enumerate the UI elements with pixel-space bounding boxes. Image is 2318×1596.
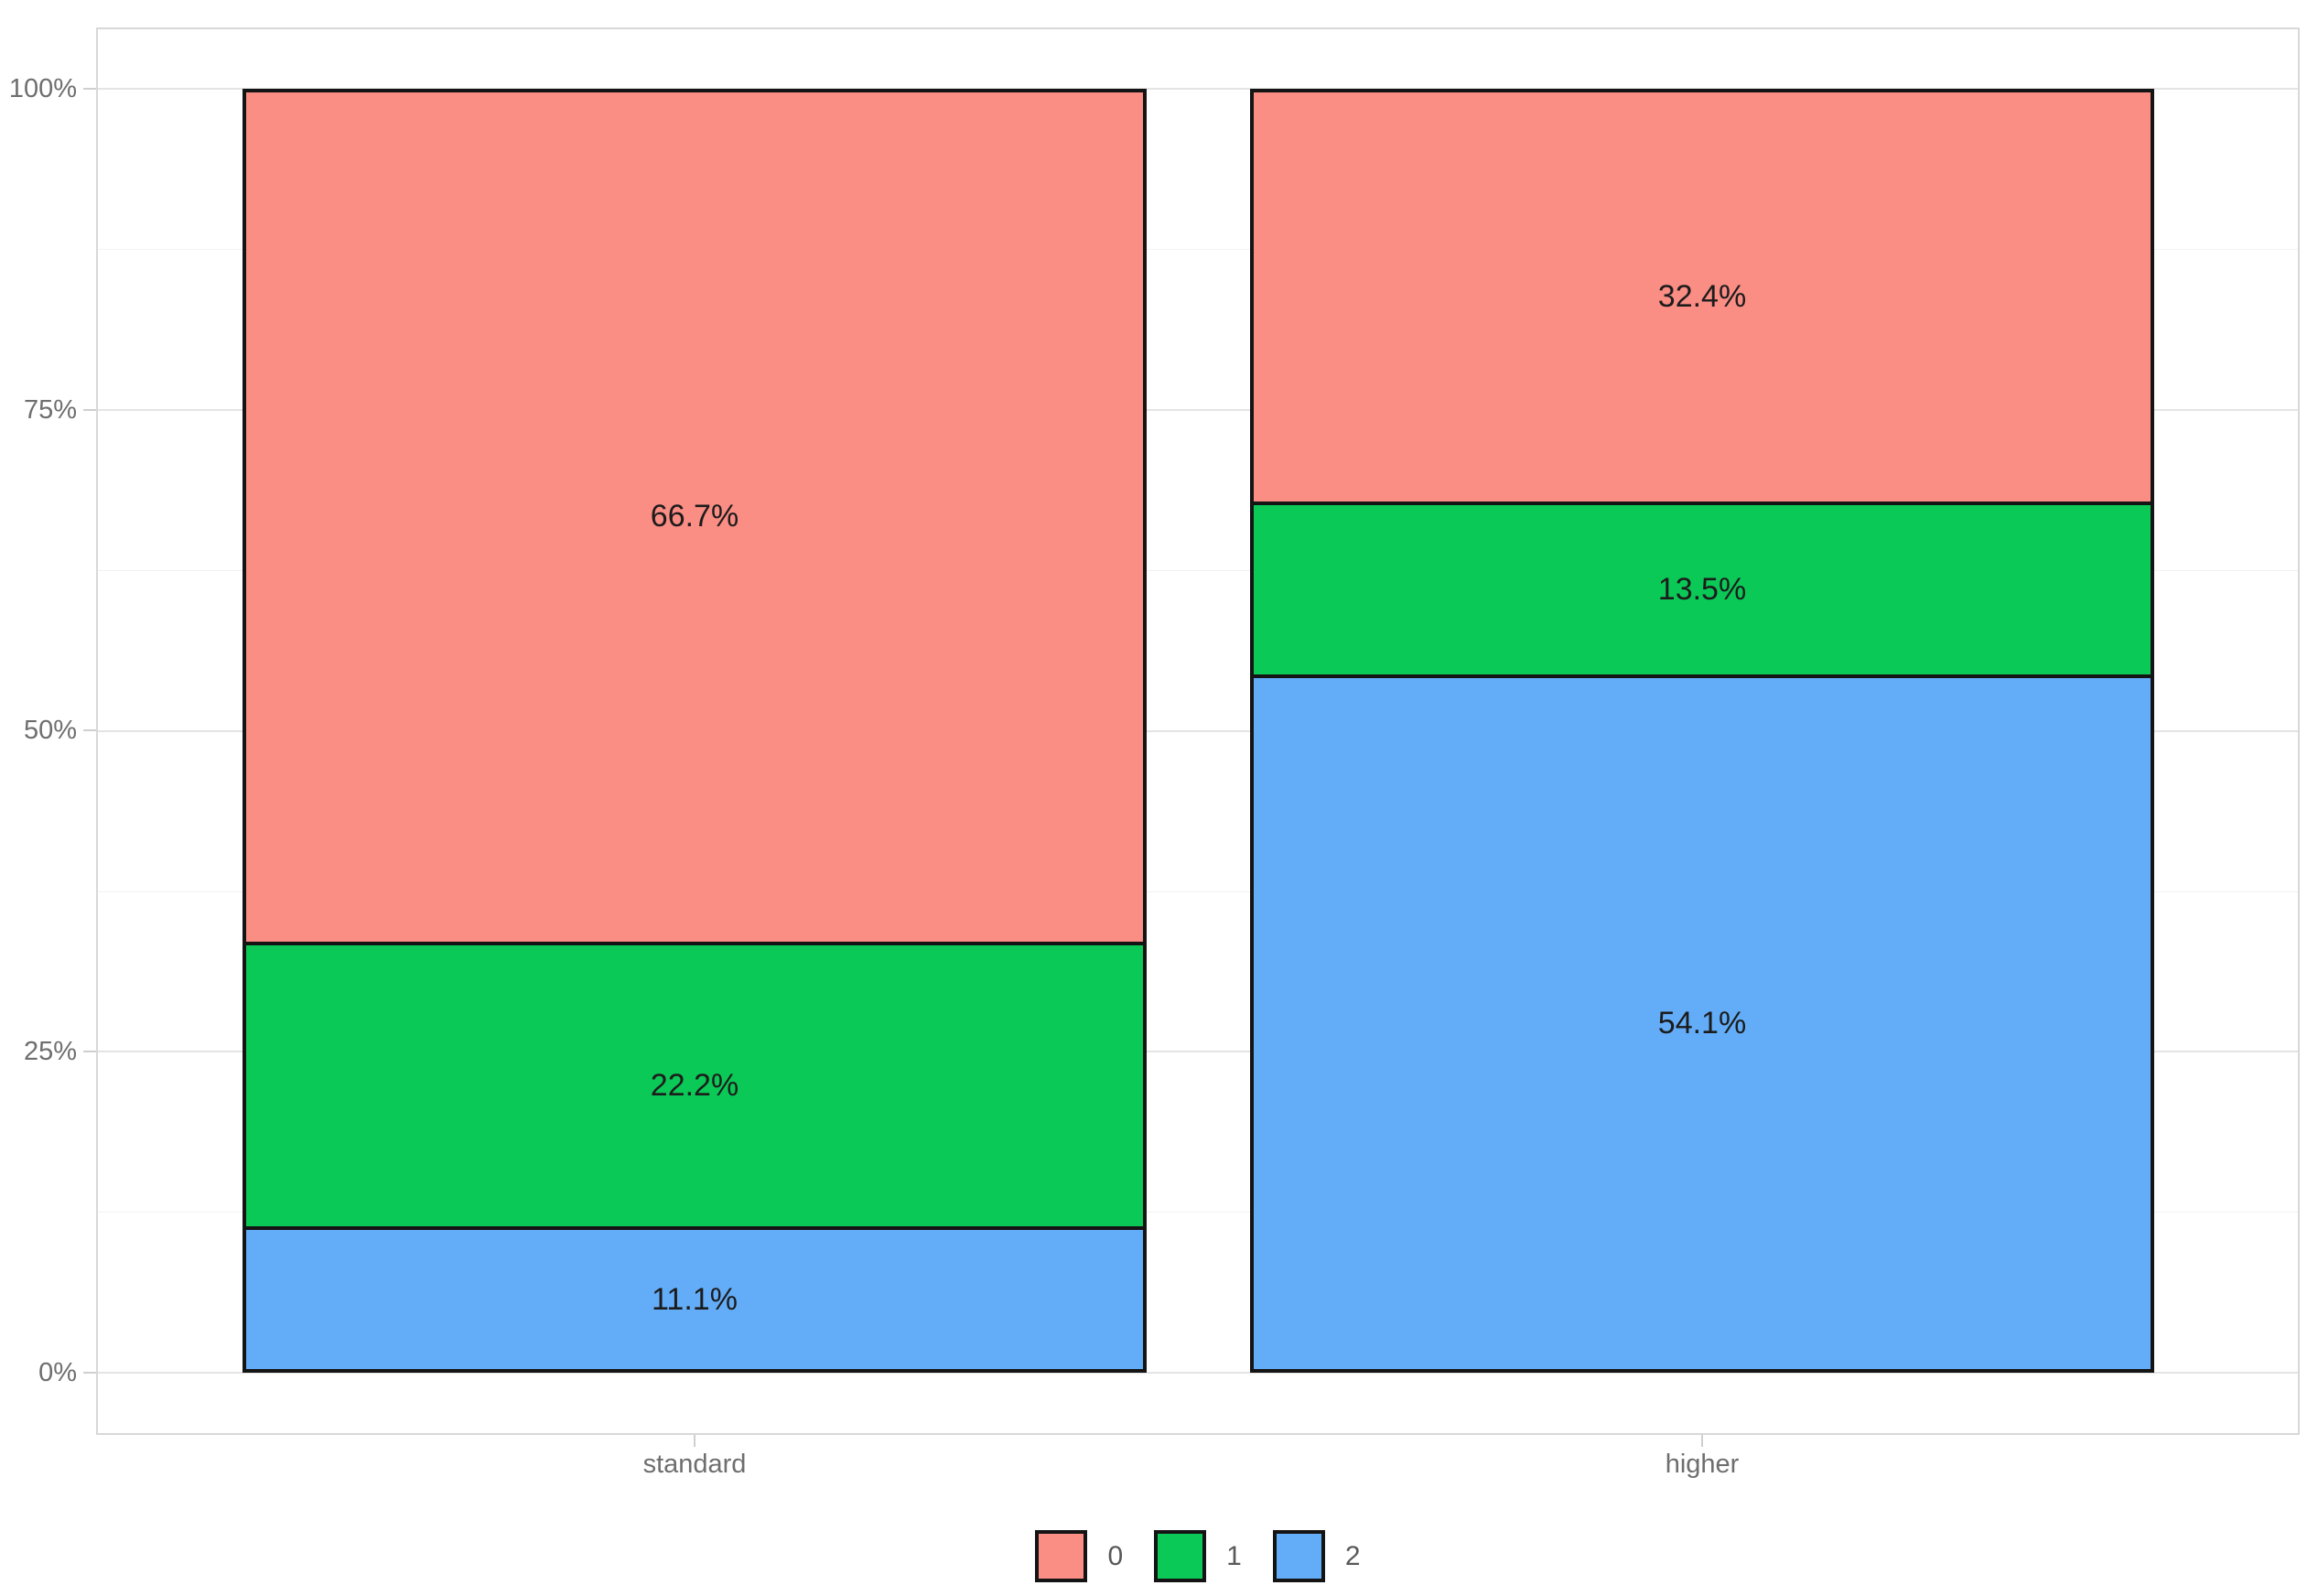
segment-value-label: 11.1% [652,1281,738,1317]
plot-panel: 66.7% 22.2% 11.1% 32.4% 13.5% 54.1% [96,27,2300,1435]
bar-higher-segment-0[interactable]: 32.4% [1250,89,2154,505]
y-axis-label-0: 0% [38,1358,77,1387]
y-tick-mark [83,1372,96,1374]
gridline-major-25 [98,1051,2298,1052]
x-axis-label-standard: standard [642,1450,747,1479]
y-tick-mark [83,88,96,90]
x-tick-mark [694,1435,695,1447]
x-axis-label-higher: higher [1665,1450,1740,1479]
legend-item-0[interactable]: 0 [1035,1530,1123,1582]
bar-higher-segment-1[interactable]: 13.5% [1250,501,2154,678]
legend-swatch-2 [1272,1530,1325,1582]
segment-value-label: 66.7% [650,499,739,534]
y-tick-mark [83,409,96,411]
legend-label-1: 1 [1226,1540,1242,1571]
bar-higher-segment-2[interactable]: 54.1% [1250,674,2154,1373]
legend-swatch-0 [1035,1530,1088,1582]
gridline-minor [98,249,2298,250]
gridline-major-100 [98,88,2298,90]
gridline-major-0 [98,1372,2298,1374]
segment-value-label: 54.1% [1657,1005,1747,1041]
legend-item-2[interactable]: 2 [1272,1530,1361,1582]
bar-standard-segment-1[interactable]: 22.2% [243,941,1147,1231]
legend: 0 1 2 [96,1530,2300,1582]
bar-standard[interactable]: 66.7% 22.2% 11.1% [243,89,1147,1373]
gridline-minor [98,570,2298,571]
segment-value-label: 13.5% [1657,571,1747,607]
gridline-minor [98,1212,2298,1213]
gridline-major-75 [98,409,2298,411]
segment-value-label: 22.2% [650,1068,739,1104]
gridline-minor [98,891,2298,892]
y-axis-label-25: 25% [23,1037,77,1066]
y-axis-label-100: 100% [8,74,77,103]
y-tick-mark [83,1051,96,1052]
y-axis-label-75: 75% [23,395,77,425]
legend-label-2: 2 [1344,1540,1361,1571]
legend-item-1[interactable]: 1 [1154,1530,1242,1582]
legend-label-0: 0 [1107,1540,1124,1571]
y-tick-mark [83,729,96,731]
x-tick-mark [1701,1435,1703,1447]
gridline-major-50 [98,730,2298,732]
bar-standard-segment-0[interactable]: 66.7% [243,89,1147,945]
y-axis-label-50: 50% [23,716,77,745]
bar-standard-segment-2[interactable]: 11.1% [243,1226,1147,1373]
bar-higher[interactable]: 32.4% 13.5% 54.1% [1250,89,2154,1373]
segment-value-label: 32.4% [1657,278,1747,314]
legend-swatch-1 [1154,1530,1207,1582]
